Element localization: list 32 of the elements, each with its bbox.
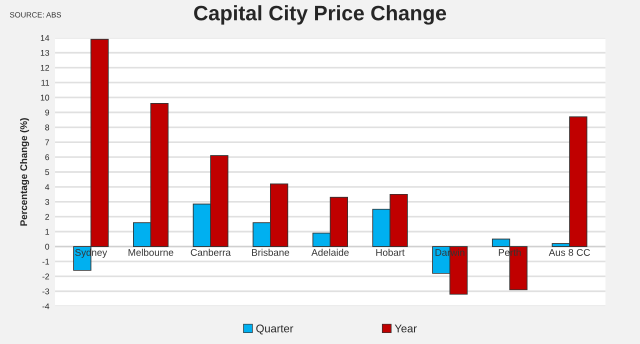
y-tick-label: 3 bbox=[45, 199, 50, 205]
y-tick-label: 12 bbox=[40, 64, 50, 71]
x-tick-label: Canberra bbox=[190, 248, 231, 256]
y-tick-label: 13 bbox=[40, 50, 50, 56]
x-tick-label: Brisbane bbox=[252, 248, 290, 256]
chart-title: Capital City Price Change bbox=[194, 5, 446, 25]
y-tick-label: 4 bbox=[45, 184, 50, 190]
x-tick-label: Sydney bbox=[75, 248, 108, 258]
x-tick-label: Perth bbox=[498, 248, 521, 256]
x-tick-label: Darwin bbox=[436, 248, 464, 256]
y-tick-label: 8 bbox=[45, 124, 50, 130]
y-tick-label: 14 bbox=[40, 35, 50, 41]
x-tick-label: Hobart bbox=[376, 248, 405, 256]
x-tick-label: Melbourne bbox=[128, 248, 174, 256]
y-tick-label: 11 bbox=[41, 80, 50, 86]
y-tick-label: 9 bbox=[45, 110, 50, 116]
y-tick-label: 10 bbox=[40, 94, 50, 101]
y-tick-label: -3 bbox=[42, 288, 50, 294]
y-axis-title: Percentage Change (%) bbox=[20, 118, 30, 226]
legend-label: Quarter bbox=[256, 324, 294, 334]
y-tick-label: 2 bbox=[45, 214, 50, 220]
x-tick-label: Aus 8 CC bbox=[548, 249, 590, 256]
y-tick-label: 7 bbox=[45, 139, 50, 146]
y-tick-label: 0 bbox=[45, 244, 50, 250]
legend-label: Year bbox=[394, 324, 417, 332]
y-tick-label: 5 bbox=[45, 169, 50, 176]
y-tick-label: 1 bbox=[45, 228, 50, 235]
y-tick-label: -2 bbox=[42, 274, 50, 280]
y-tick-label: -4 bbox=[42, 303, 50, 310]
x-tick-label: Adelaide bbox=[311, 248, 349, 256]
y-tick-label: -1 bbox=[42, 258, 50, 264]
y-tick-label: 6 bbox=[45, 154, 50, 160]
